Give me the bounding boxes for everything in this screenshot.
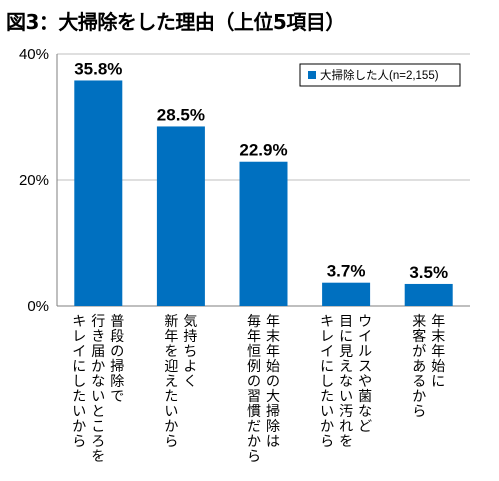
bar <box>156 126 205 306</box>
bar <box>239 161 288 306</box>
bar <box>404 283 453 306</box>
category-label: 普段の掃除で <box>110 314 124 405</box>
category-label: 新年を迎えたいから <box>164 314 178 450</box>
y-tick-label: 40% <box>19 46 49 63</box>
bar <box>74 80 123 307</box>
category-label: キレイにしたいから <box>320 314 334 450</box>
category-label: 年末年始に <box>431 314 445 390</box>
category-label: 気持ちよく <box>183 314 197 390</box>
category-label: 毎年恒例の習慣だから <box>247 314 261 465</box>
legend-swatch <box>308 71 316 79</box>
category-label: ウイルスや菌など <box>358 314 372 435</box>
chart-title: 図3：大掃除をした理由（上位5項目） <box>6 10 345 34</box>
data-label: 22.9% <box>239 141 287 160</box>
category-label: 来客があるから <box>412 314 426 420</box>
data-label: 35.8% <box>74 59 122 78</box>
data-label: 28.5% <box>157 105 205 124</box>
data-label: 3.5% <box>409 263 448 282</box>
bar <box>322 282 371 306</box>
category-label: 行き届かないところを <box>91 314 105 465</box>
legend-box <box>299 63 461 87</box>
y-tick-label: 0% <box>27 298 49 315</box>
category-label: 目に見えない汚れを <box>339 314 353 450</box>
y-tick-label: 20% <box>19 172 49 189</box>
category-label: 年末年始の大掃除は <box>266 314 280 450</box>
data-label: 3.7% <box>327 262 366 281</box>
category-label: キレイにしたいから <box>72 314 86 450</box>
legend-label: 大掃除した人(n=2,155) <box>320 68 439 82</box>
